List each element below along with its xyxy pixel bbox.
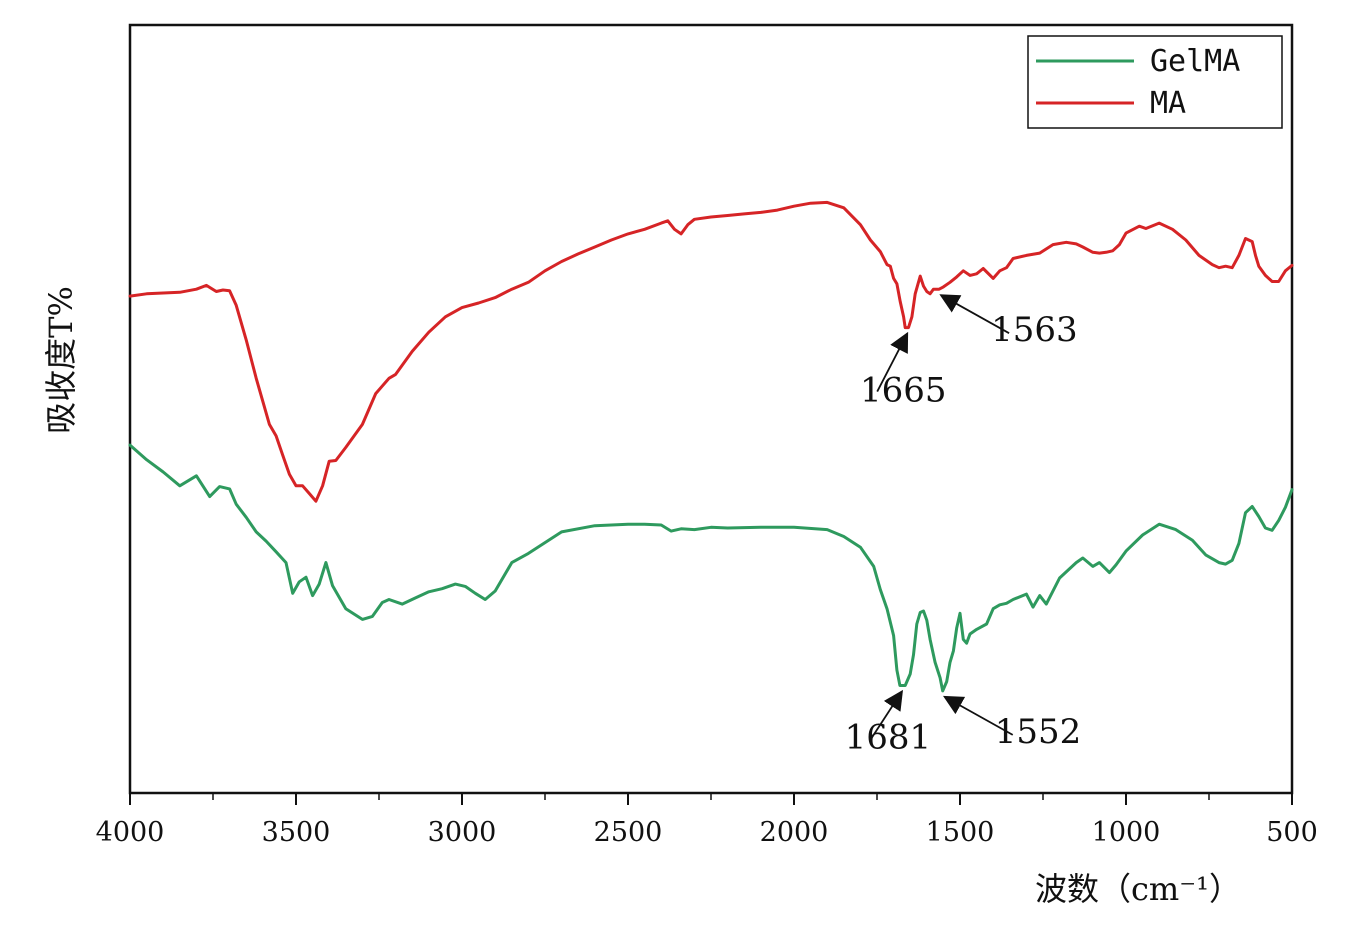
- x-axis-tick-labels: 4000 3500 3000 2500 2000 1500 1000 500: [96, 817, 1318, 848]
- x-tick-label: 3000: [428, 817, 497, 848]
- x-tick-label: 2000: [760, 817, 829, 848]
- series-line-ma: [128, 200, 1294, 503]
- x-tick-label: 500: [1266, 817, 1318, 848]
- series-line-gelma: [128, 443, 1294, 693]
- legend-box: [1027, 35, 1283, 129]
- legend-label-gelma: GelMA: [1150, 44, 1240, 79]
- y-axis-title: 吸收度T%: [42, 286, 80, 434]
- annotation-label: 1681: [845, 717, 932, 757]
- x-tick-label: 2500: [594, 817, 663, 848]
- annotation-label: 1665: [860, 371, 947, 411]
- annotation-arrow: [939, 294, 1010, 334]
- x-axis-ticks: [129, 793, 1293, 805]
- x-axis-title: 波数（cm⁻¹）: [1035, 870, 1241, 908]
- annotation-arrow: [943, 695, 1014, 736]
- annotation-arrow: [876, 331, 909, 393]
- annotation-label: 1552: [995, 712, 1082, 752]
- x-tick-label: 3500: [262, 817, 331, 848]
- x-tick-label: 1000: [1092, 817, 1161, 848]
- legend-label-ma: MA: [1150, 86, 1186, 121]
- annotation-label: 1563: [991, 310, 1078, 350]
- plot-frame: [128, 23, 1294, 795]
- annotation-arrow: [871, 689, 903, 738]
- series-lines: [128, 200, 1294, 693]
- x-tick-label: 1500: [926, 817, 995, 848]
- peak-annotations: 1665 1563 1681 1552: [845, 294, 1082, 757]
- legend: GelMA MA: [1027, 35, 1283, 129]
- x-tick-label: 4000: [96, 817, 165, 848]
